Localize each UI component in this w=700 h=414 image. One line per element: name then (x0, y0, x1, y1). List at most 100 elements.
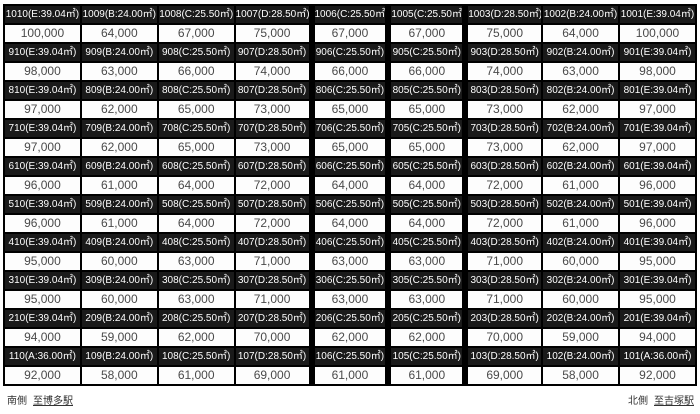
unit-price-cell: 97,000 (618, 137, 697, 158)
unit-header-cell: 410(E:39.04㎡) (3, 232, 82, 253)
unit-header-cell: 709(B:24.00㎡) (79, 118, 159, 139)
unit-price-cell: 75,000 (462, 23, 544, 44)
unit-price-cell: 59,000 (79, 327, 159, 348)
unit-price-cell: 66,000 (156, 61, 236, 82)
unit-price-cell: 95,000 (3, 251, 82, 272)
unit-price-cell: 100,000 (618, 23, 697, 44)
unit-header-cell: 910(E:39.04㎡) (3, 42, 82, 63)
floor-price-row: 100,000 64,000 67,000 75,000 67,000 67,000 75,… (3, 23, 697, 44)
unit-header-cell: 207(D:28.50㎡) (233, 308, 313, 329)
unit-price-cell: 96,000 (618, 213, 697, 234)
unit-price-cell: 67,000 (385, 23, 467, 44)
unit-header-cell: 109(B:24.00㎡) (79, 346, 159, 367)
floor-header-row: 610(E:39.04㎡) 609(B:24.00㎡) 608(C:25.50㎡) 6… (3, 156, 697, 177)
yoshizuka-station-link[interactable]: 至吉塚駅 (654, 396, 694, 407)
unit-price-cell: 92,000 (618, 365, 697, 386)
unit-price-cell: 71,000 (462, 289, 544, 310)
unit-header-cell: 503(D:28.50㎡) (462, 194, 544, 215)
unit-header-cell: 703(D:28.50㎡) (462, 118, 544, 139)
unit-header-cell: 901(E:39.04㎡) (618, 42, 697, 63)
hakata-station-link[interactable]: 至博多駅 (33, 396, 73, 407)
unit-price-cell: 73,000 (462, 99, 544, 120)
unit-price-cell: 92,000 (3, 365, 82, 386)
unit-header-cell: 808(C:25.50㎡) (156, 80, 236, 101)
unit-header-cell: 502(B:24.00㎡) (541, 194, 620, 215)
unit-header-cell: 401(E:39.04㎡) (618, 232, 697, 253)
unit-price-cell: 61,000 (79, 175, 159, 196)
floor-price-row: 96,000 61,000 64,000 72,000 64,000 64,000 72,0… (3, 213, 697, 234)
unit-price-cell: 72,000 (462, 175, 544, 196)
unit-header-cell: 403(D:28.50㎡) (462, 232, 544, 253)
unit-header-cell: 610(E:39.04㎡) (3, 156, 82, 177)
floor-price-row: 95,000 60,000 63,000 71,000 63,000 63,000 71,0… (3, 251, 697, 272)
unit-header-cell: 705(C:25.50㎡) (385, 118, 467, 139)
unit-header-cell: 409(B:24.00㎡) (79, 232, 159, 253)
south-side-label: 南側 (7, 396, 27, 407)
unit-price-cell: 61,000 (308, 365, 390, 386)
unit-header-cell: 501(E:39.04㎡) (618, 194, 697, 215)
unit-price-cell: 62,000 (385, 327, 467, 348)
unit-header-cell: 905(C:25.50㎡) (385, 42, 467, 63)
floor-header-row: 310(E:39.04㎡) 309(B:24.00㎡) 308(C:25.50㎡) 3… (3, 270, 697, 291)
unit-price-cell: 66,000 (385, 61, 467, 82)
unit-header-cell: 309(B:24.00㎡) (79, 270, 159, 291)
unit-header-cell: 1002(B:24.00㎡) (541, 4, 620, 25)
unit-header-cell: 301(E:39.04㎡) (618, 270, 697, 291)
floor-header-row: 410(E:39.04㎡) 409(B:24.00㎡) 408(C:25.50㎡) 4… (3, 232, 697, 253)
unit-price-cell: 75,000 (233, 23, 313, 44)
unit-price-cell: 65,000 (385, 137, 467, 158)
unit-price-cell: 72,000 (233, 175, 313, 196)
unit-header-cell: 209(B:24.00㎡) (79, 308, 159, 329)
unit-header-cell: 202(B:24.00㎡) (541, 308, 620, 329)
unit-header-cell: 906(C:25.50㎡) (308, 42, 390, 63)
unit-price-cell: 63,000 (308, 289, 390, 310)
north-side-label: 北側 (628, 396, 648, 407)
unit-header-cell: 308(C:25.50㎡) (156, 270, 236, 291)
unit-price-cell: 100,000 (3, 23, 82, 44)
orientation-footer: 南側 至博多駅 北側 至吉塚駅 (0, 386, 700, 407)
unit-price-cell: 61,000 (79, 213, 159, 234)
unit-price-cell: 73,000 (233, 137, 313, 158)
floor-price-row: 97,000 62,000 65,000 73,000 65,000 65,000 73,0… (3, 137, 697, 158)
unit-price-cell: 96,000 (3, 213, 82, 234)
unit-price-cell: 98,000 (618, 61, 697, 82)
unit-price-cell: 64,000 (308, 175, 390, 196)
unit-price-cell: 64,000 (156, 175, 236, 196)
unit-header-cell: 802(B:24.00㎡) (541, 80, 620, 101)
unit-header-cell: 909(B:24.00㎡) (79, 42, 159, 63)
unit-price-cell: 63,000 (308, 251, 390, 272)
unit-header-cell: 606(C:25.50㎡) (308, 156, 390, 177)
unit-header-cell: 507(D:28.50㎡) (233, 194, 313, 215)
unit-header-cell: 310(E:39.04㎡) (3, 270, 82, 291)
unit-header-cell: 607(D:28.50㎡) (233, 156, 313, 177)
unit-price-cell: 60,000 (79, 289, 159, 310)
unit-header-cell: 208(C:25.50㎡) (156, 308, 236, 329)
unit-price-cell: 94,000 (3, 327, 82, 348)
unit-header-cell: 408(C:25.50㎡) (156, 232, 236, 253)
unit-header-cell: 810(E:39.04㎡) (3, 80, 82, 101)
unit-price-cell: 95,000 (3, 289, 82, 310)
south-side-caption: 南側 至博多駅 (7, 392, 73, 407)
unit-price-cell: 65,000 (156, 137, 236, 158)
unit-header-cell: 809(B:24.00㎡) (79, 80, 159, 101)
unit-header-cell: 1001(E:39.04㎡) (618, 4, 697, 25)
unit-header-cell: 1003(D:28.50㎡) (462, 4, 544, 25)
floor-price-row: 95,000 60,000 63,000 71,000 63,000 63,000 71,0… (3, 289, 697, 310)
unit-price-cell: 96,000 (3, 175, 82, 196)
unit-header-cell: 805(C:25.50㎡) (385, 80, 467, 101)
unit-price-cell: 62,000 (541, 99, 620, 120)
unit-header-cell: 105(C:25.50㎡) (385, 346, 467, 367)
unit-header-cell: 506(C:25.50㎡) (308, 194, 390, 215)
unit-price-cell: 74,000 (233, 61, 313, 82)
unit-header-cell: 509(B:24.00㎡) (79, 194, 159, 215)
unit-price-cell: 71,000 (462, 251, 544, 272)
unit-price-cell: 60,000 (541, 289, 620, 310)
unit-price-cell: 63,000 (156, 289, 236, 310)
north-side-caption: 北側 至吉塚駅 (628, 392, 694, 407)
unit-header-cell: 603(D:28.50㎡) (462, 156, 544, 177)
unit-price-cell: 62,000 (541, 137, 620, 158)
unit-price-cell: 97,000 (618, 99, 697, 120)
unit-price-cell: 65,000 (308, 137, 390, 158)
floor-price-row: 96,000 61,000 64,000 72,000 64,000 64,000 72,0… (3, 175, 697, 196)
unit-price-cell: 64,000 (156, 213, 236, 234)
